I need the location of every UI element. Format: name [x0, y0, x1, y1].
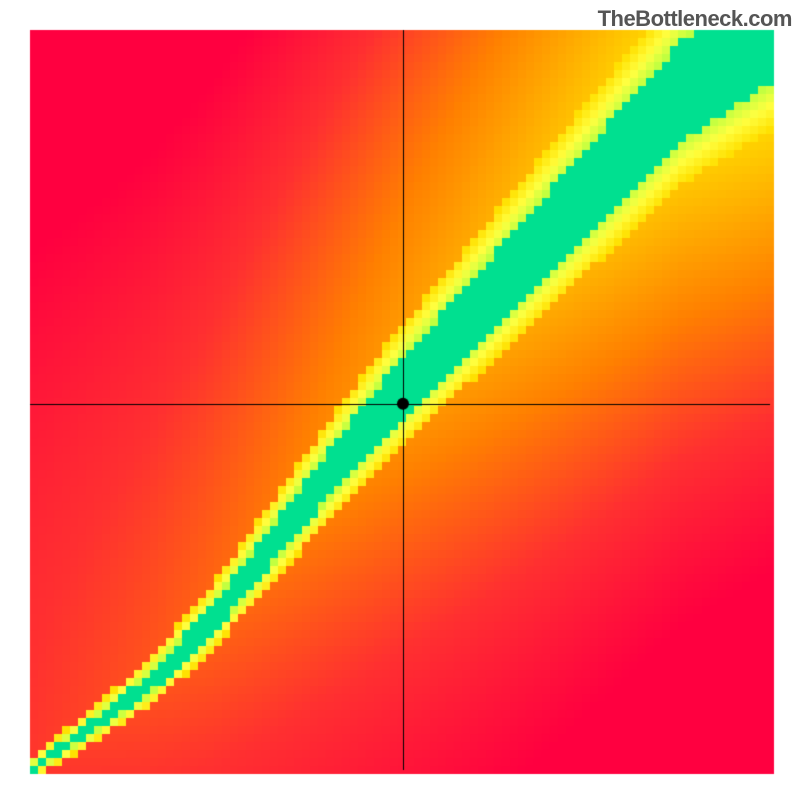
bottleneck-heatmap: [0, 0, 800, 800]
chart-container: TheBottleneck.com: [0, 0, 800, 800]
watermark-label: TheBottleneck.com: [598, 6, 792, 32]
